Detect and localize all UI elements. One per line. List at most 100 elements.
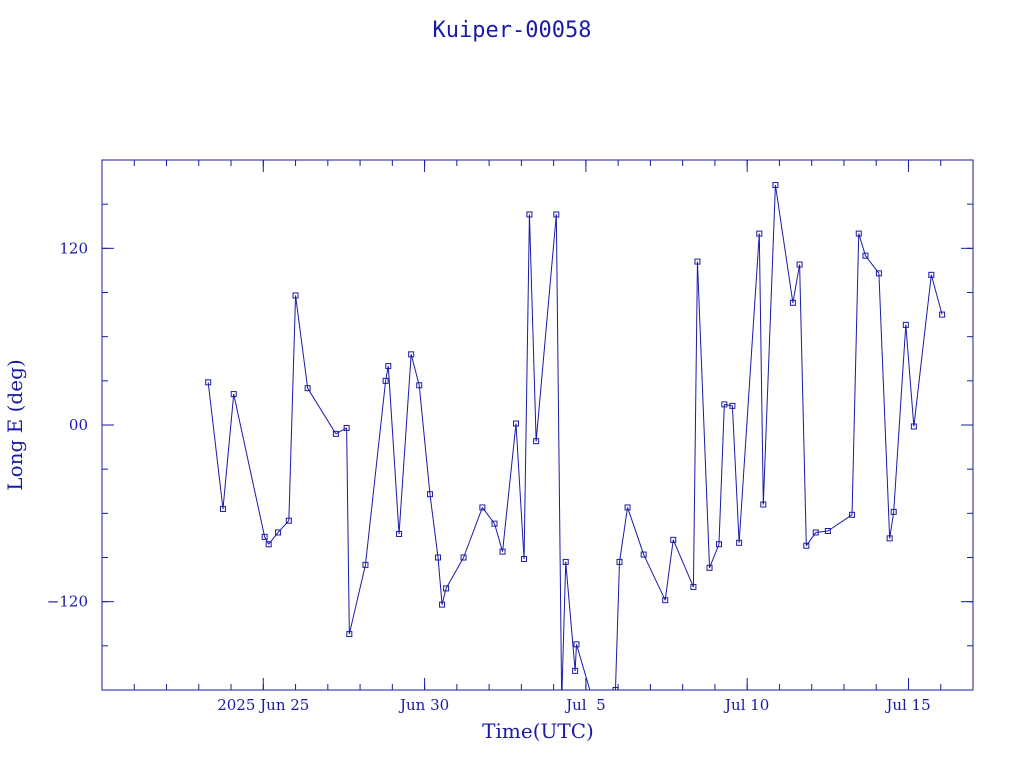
- x-axis-label: Time(UTC): [482, 719, 594, 743]
- series-segment: [561, 561, 567, 690]
- series-segment: [445, 557, 465, 589]
- series-segment: [207, 382, 224, 509]
- series-segment: [889, 511, 895, 539]
- series-segment: [295, 295, 309, 389]
- data-point: [396, 530, 403, 537]
- data-point: [715, 541, 722, 548]
- y-tick-label: 120: [59, 239, 88, 257]
- series-segment: [418, 385, 431, 495]
- data-point: [902, 321, 909, 328]
- data-point: [304, 385, 311, 392]
- data-point: [760, 501, 767, 508]
- series-segment: [614, 561, 620, 690]
- series-segment: [930, 274, 943, 315]
- series-segment: [364, 380, 387, 565]
- series-segment: [805, 532, 817, 547]
- data-point: [812, 529, 819, 536]
- series-segment: [523, 214, 530, 559]
- data-point: [426, 491, 433, 498]
- data-point: [533, 438, 540, 445]
- data-point: [573, 641, 580, 648]
- data-point: [343, 424, 350, 431]
- data-point: [385, 363, 392, 370]
- series-segment: [535, 214, 557, 442]
- series-segment: [627, 507, 645, 555]
- data-point: [285, 517, 292, 524]
- data-point: [275, 529, 282, 536]
- data-point: [526, 211, 533, 218]
- y-axis-label: Long E (deg): [3, 359, 27, 490]
- data-point: [597, 720, 602, 725]
- data-point: [824, 528, 831, 534]
- data-point: [346, 631, 353, 638]
- series-segment: [429, 494, 439, 558]
- data-point: [292, 292, 299, 299]
- series-segment: [893, 324, 907, 512]
- data-point: [756, 230, 763, 237]
- data-point: [796, 261, 803, 268]
- series-segment: [738, 233, 760, 543]
- series-segment: [718, 404, 725, 545]
- data-point: [362, 561, 369, 568]
- data-point: [512, 420, 519, 427]
- x-tick-label: Jun 30: [398, 696, 449, 714]
- series-segment: [288, 295, 297, 521]
- data-point: [439, 601, 446, 608]
- data-point: [849, 511, 856, 518]
- data-point: [789, 299, 796, 306]
- data-point: [694, 258, 701, 265]
- series-segment: [878, 273, 891, 539]
- data-point: [332, 430, 339, 437]
- data-point: [729, 402, 736, 409]
- data-point: [721, 401, 728, 408]
- x-tick-label: 2025 Jun 25: [217, 696, 309, 714]
- series-segment: [264, 536, 270, 545]
- series-segment: [792, 264, 801, 303]
- series-segment: [565, 561, 576, 671]
- series-segment: [692, 261, 698, 587]
- data-point: [572, 667, 579, 674]
- data-point: [416, 382, 423, 389]
- data-point: [553, 211, 560, 218]
- series-segment: [672, 539, 694, 588]
- series-layer: [205, 182, 946, 725]
- data-point: [706, 564, 713, 571]
- series-segment: [222, 394, 235, 509]
- series-segment: [858, 233, 866, 256]
- series-segment: [664, 539, 674, 601]
- data-point: [886, 535, 893, 542]
- series-segment: [387, 366, 400, 534]
- series-segment: [774, 184, 794, 303]
- data-point: [875, 270, 882, 277]
- series-segment: [398, 354, 412, 534]
- y-tick-label: −120: [47, 593, 88, 611]
- series-segment: [913, 274, 932, 427]
- data-point: [670, 536, 677, 543]
- data-point: [460, 554, 467, 561]
- series-segment: [494, 523, 504, 552]
- data-point: [435, 554, 442, 561]
- data-point: [261, 533, 268, 540]
- data-point: [772, 182, 779, 189]
- series-segment: [277, 520, 290, 533]
- x-tick-label: Jul 10: [723, 696, 769, 714]
- data-point: [479, 504, 486, 511]
- series-segment: [758, 233, 764, 505]
- series-segment: [618, 507, 629, 562]
- data-point: [219, 505, 226, 512]
- data-point: [616, 558, 623, 565]
- data-point: [855, 230, 862, 237]
- data-point: [562, 558, 569, 565]
- y-tick-label: 00: [69, 416, 88, 434]
- series-segment: [346, 427, 350, 635]
- data-point: [736, 539, 743, 546]
- x-tick-label: Jul 5: [564, 696, 606, 714]
- series-segment: [576, 644, 591, 690]
- series-segment: [348, 564, 366, 635]
- series-segment: [643, 554, 666, 601]
- series-segment: [463, 507, 483, 558]
- series-segment: [268, 532, 279, 545]
- series-segment: [574, 644, 577, 671]
- series-segment: [709, 544, 720, 568]
